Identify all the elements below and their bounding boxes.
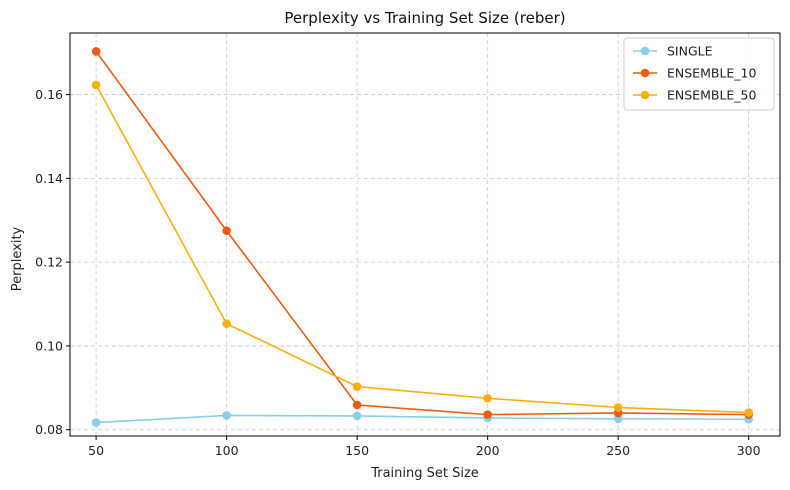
legend-label: ENSEMBLE_10 (667, 66, 757, 81)
data-point (613, 403, 623, 412)
y-tick-label: 0.16 (35, 87, 63, 102)
legend-swatch-marker (640, 90, 650, 100)
x-tick-label: 300 (737, 443, 761, 458)
data-point (91, 80, 101, 90)
x-axis-label: Training Set Size (370, 466, 479, 481)
legend-label: ENSEMBLE_50 (667, 88, 757, 103)
data-point (222, 411, 231, 420)
x-tick-label: 150 (345, 443, 369, 458)
y-tick-label: 0.08 (35, 422, 63, 437)
data-point (222, 226, 231, 236)
x-tick-label: 50 (88, 443, 104, 458)
y-tick-label: 0.14 (35, 171, 63, 186)
x-tick-label: 200 (476, 443, 500, 458)
series-ensemble-50 (91, 80, 753, 417)
y-tick-label: 0.12 (35, 255, 63, 270)
legend-item: ENSEMBLE_50 (633, 88, 757, 103)
chart-title: Perplexity vs Training Set Size (reber) (284, 9, 565, 27)
series-layer (91, 47, 753, 427)
data-point (352, 382, 362, 391)
data-point (744, 408, 753, 417)
legend-item: ENSEMBLE_10 (633, 66, 757, 81)
legend-item: SINGLE (633, 44, 713, 59)
plot-frame (69, 32, 781, 437)
legend: SINGLE ENSEMBLE_10 ENSEMBLE_50 (623, 37, 775, 111)
data-point (91, 47, 101, 56)
series-line (95, 50, 749, 416)
legend-swatch-marker (640, 68, 650, 78)
data-point (222, 319, 231, 329)
data-point (483, 393, 492, 403)
x-tick-label: 250 (606, 443, 630, 458)
data-point (483, 410, 492, 419)
x-tick-label: 100 (215, 443, 239, 458)
legend-swatch-marker (640, 46, 650, 56)
y-tick-label: 0.10 (35, 338, 63, 353)
series-line (95, 84, 749, 414)
legend-box (623, 37, 775, 111)
y-axis-label: Perplexity (10, 226, 25, 291)
axis-ticks: 50 100 150 200 250 300 0.08 0.10 0.12 0.14 0.16 (35, 87, 760, 458)
data-point (352, 411, 362, 421)
data-point (91, 418, 101, 427)
series-line (96, 414, 749, 424)
legend-label: SINGLE (667, 44, 713, 59)
data-point (352, 400, 362, 410)
